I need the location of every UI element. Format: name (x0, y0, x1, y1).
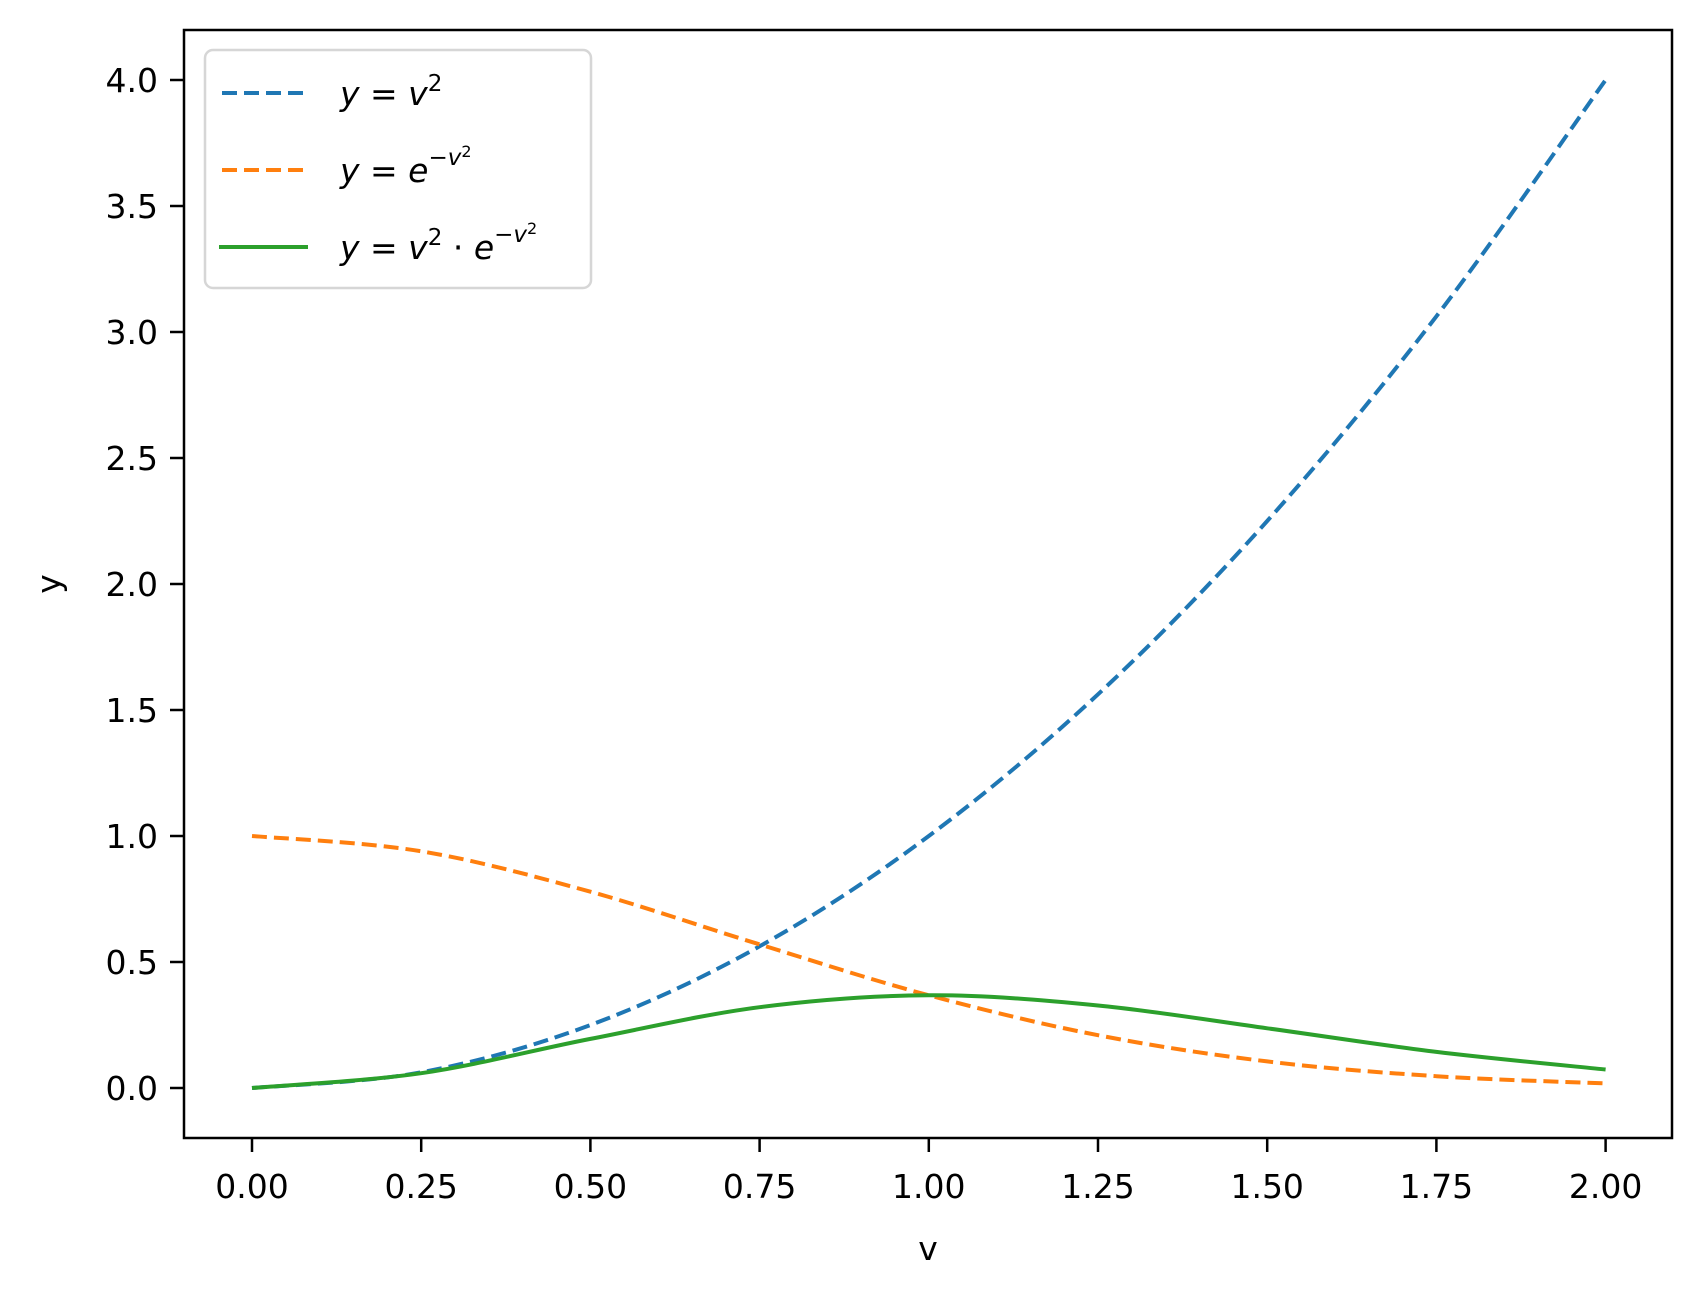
legend: y = v2 y = e−v2 y = v2 · e−v2 (203, 48, 593, 290)
series-exp-neg-v-squared-line (251, 834, 1606, 1086)
legend-label-product: y = v2 · e−v2 (339, 219, 537, 267)
x-tick-label: 1.25 (1061, 1167, 1134, 1206)
x-tick-label: 1.00 (892, 1167, 965, 1206)
y-tick-label: 0.0 (106, 1069, 158, 1108)
legend-entry-v-squared: y = v2 (222, 71, 442, 113)
y-tick-label: 3.5 (106, 187, 158, 226)
x-tick-label: 2.00 (1569, 1167, 1642, 1206)
y-axis-ticks: 0.0 0.5 1.0 1.5 2.0 2.5 3.0 3.5 4.0 (106, 61, 184, 1108)
legend-entry-exp-neg-v-squared: y = e−v2 (222, 142, 472, 190)
x-axis-label: v (918, 1229, 938, 1268)
x-tick-label: 0.75 (723, 1167, 796, 1206)
series-product-line (251, 993, 1606, 1090)
x-axis-ticks: 0.00 0.25 0.50 0.75 1.00 1.25 1.50 1.75 2.00 (215, 1138, 1642, 1206)
legend-entry-product: y = v2 · e−v2 (219, 219, 537, 267)
legend-box (203, 48, 593, 290)
y-tick-label: 4.0 (106, 61, 158, 100)
legend-label-v-squared: y = v2 (339, 71, 442, 113)
y-tick-label: 2.5 (106, 439, 158, 478)
x-tick-label: 1.50 (1230, 1167, 1303, 1206)
y-tick-label: 1.0 (106, 817, 158, 856)
x-tick-label: 1.75 (1400, 1167, 1473, 1206)
series-v-squared-line (251, 78, 1608, 1090)
y-tick-label: 2.0 (106, 565, 158, 604)
y-axis-label: y (29, 574, 68, 594)
y-tick-label: 3.0 (106, 313, 158, 352)
x-tick-label: 0.25 (384, 1167, 457, 1206)
y-tick-label: 1.5 (106, 691, 158, 730)
x-tick-label: 0.50 (554, 1167, 627, 1206)
x-tick-label: 0.00 (215, 1167, 288, 1206)
y-tick-label: 0.5 (106, 943, 158, 982)
legend-label-exp-neg-v-squared: y = e−v2 (339, 142, 472, 190)
series-layer (251, 78, 1608, 1090)
